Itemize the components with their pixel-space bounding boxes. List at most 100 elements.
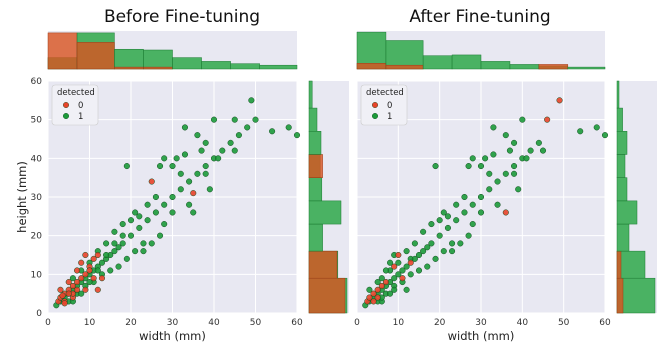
data-point-1 bbox=[177, 186, 184, 193]
right-hist-bar-1 bbox=[616, 277, 656, 314]
data-point-1 bbox=[506, 147, 513, 154]
data-point-1 bbox=[157, 232, 164, 239]
data-point-1 bbox=[177, 170, 184, 177]
data-point-1 bbox=[119, 232, 126, 239]
data-point-1 bbox=[511, 139, 518, 146]
x-tick-label: 40 bbox=[208, 318, 220, 328]
data-point-0 bbox=[61, 300, 68, 307]
top-hist-bar-1 bbox=[451, 54, 482, 70]
data-point-1 bbox=[482, 155, 489, 162]
top-hist-bar-1 bbox=[422, 55, 453, 70]
top-hist-bar-1 bbox=[509, 64, 540, 70]
data-point-1 bbox=[465, 163, 472, 170]
data-point-1 bbox=[461, 193, 468, 201]
y-tick-label: 40 bbox=[31, 154, 43, 164]
top-hist-bar-1 bbox=[230, 63, 260, 70]
data-point-1 bbox=[293, 132, 301, 139]
data-point-1 bbox=[132, 248, 139, 255]
top-hist-bar-0 bbox=[143, 66, 173, 70]
data-point-0 bbox=[90, 255, 97, 262]
data-point-1 bbox=[161, 221, 168, 228]
data-point-1 bbox=[577, 128, 584, 135]
right-hist-bar-0 bbox=[616, 250, 622, 279]
data-point-1 bbox=[403, 286, 410, 293]
chart-title: Before Fine-tuning bbox=[104, 7, 260, 27]
right-hist-bar-1 bbox=[616, 177, 628, 202]
data-point-1 bbox=[391, 286, 398, 293]
right-hist-bar-1 bbox=[308, 131, 322, 155]
data-point-1 bbox=[477, 209, 485, 216]
top-hist-bar-0 bbox=[356, 63, 387, 70]
data-point-1 bbox=[440, 209, 447, 216]
data-point-1 bbox=[202, 139, 209, 146]
data-point-1 bbox=[469, 155, 476, 162]
data-point-1 bbox=[378, 275, 385, 282]
data-point-1 bbox=[453, 217, 460, 224]
data-point-1 bbox=[387, 259, 394, 266]
data-point-1 bbox=[123, 163, 130, 170]
data-point-0 bbox=[374, 286, 381, 293]
data-point-1 bbox=[206, 186, 213, 193]
legend-marker-0 bbox=[63, 101, 70, 108]
data-point-1 bbox=[432, 163, 439, 170]
data-point-1 bbox=[231, 116, 238, 123]
x-tick-label: 60 bbox=[599, 318, 611, 328]
data-point-0 bbox=[78, 259, 85, 266]
data-point-0 bbox=[399, 275, 406, 282]
top-hist-bar-1 bbox=[201, 61, 231, 70]
data-point-1 bbox=[444, 224, 451, 231]
data-point-1 bbox=[432, 255, 439, 262]
legend: detected 01 bbox=[360, 84, 408, 126]
right-hist-bar-1 bbox=[616, 200, 638, 225]
x-tick-label: 30 bbox=[167, 318, 179, 328]
data-point-1 bbox=[415, 251, 423, 259]
x-axis-label: width (mm) bbox=[139, 329, 206, 343]
data-point-1 bbox=[415, 267, 423, 274]
right-hist-bar-1 bbox=[308, 223, 323, 252]
data-point-1 bbox=[444, 213, 451, 220]
data-point-0 bbox=[74, 267, 81, 274]
x-tick-label: 20 bbox=[434, 318, 446, 328]
data-point-0 bbox=[82, 286, 89, 293]
data-point-1 bbox=[395, 271, 402, 278]
data-point-0 bbox=[395, 251, 402, 259]
y-tick-label: 10 bbox=[31, 270, 43, 280]
data-point-1 bbox=[190, 209, 197, 216]
data-point-0 bbox=[82, 251, 89, 259]
data-point-1 bbox=[148, 240, 155, 247]
data-point-1 bbox=[494, 201, 501, 208]
data-point-0 bbox=[78, 275, 85, 282]
data-point-1 bbox=[428, 221, 435, 228]
data-point-0 bbox=[65, 279, 72, 286]
data-point-1 bbox=[436, 217, 443, 224]
data-point-1 bbox=[424, 244, 431, 251]
data-point-1 bbox=[136, 224, 143, 231]
legend-label-0: 0 bbox=[78, 101, 83, 111]
data-point-0 bbox=[544, 116, 551, 123]
data-point-0 bbox=[407, 259, 414, 266]
data-point-1 bbox=[593, 124, 600, 131]
data-point-1 bbox=[144, 201, 151, 208]
data-point-1 bbox=[98, 259, 105, 266]
data-point-1 bbox=[144, 217, 151, 224]
data-point-0 bbox=[556, 97, 563, 104]
x-axis-label: width (mm) bbox=[448, 329, 515, 343]
data-point-1 bbox=[420, 248, 427, 255]
data-point-0 bbox=[90, 275, 97, 282]
legend-title: detected bbox=[57, 88, 95, 98]
data-point-0 bbox=[190, 190, 197, 197]
data-point-1 bbox=[140, 240, 147, 247]
data-point-0 bbox=[94, 286, 101, 293]
data-point-1 bbox=[523, 155, 530, 162]
data-point-1 bbox=[140, 248, 147, 255]
data-point-1 bbox=[186, 201, 193, 208]
data-point-1 bbox=[161, 201, 168, 208]
legend-label-1: 1 bbox=[78, 112, 83, 122]
data-point-1 bbox=[465, 232, 472, 239]
data-point-1 bbox=[119, 240, 126, 247]
data-point-1 bbox=[186, 178, 193, 185]
top-hist-bar-1 bbox=[356, 31, 387, 70]
legend: detected 01 bbox=[51, 84, 99, 126]
data-point-1 bbox=[235, 132, 242, 139]
